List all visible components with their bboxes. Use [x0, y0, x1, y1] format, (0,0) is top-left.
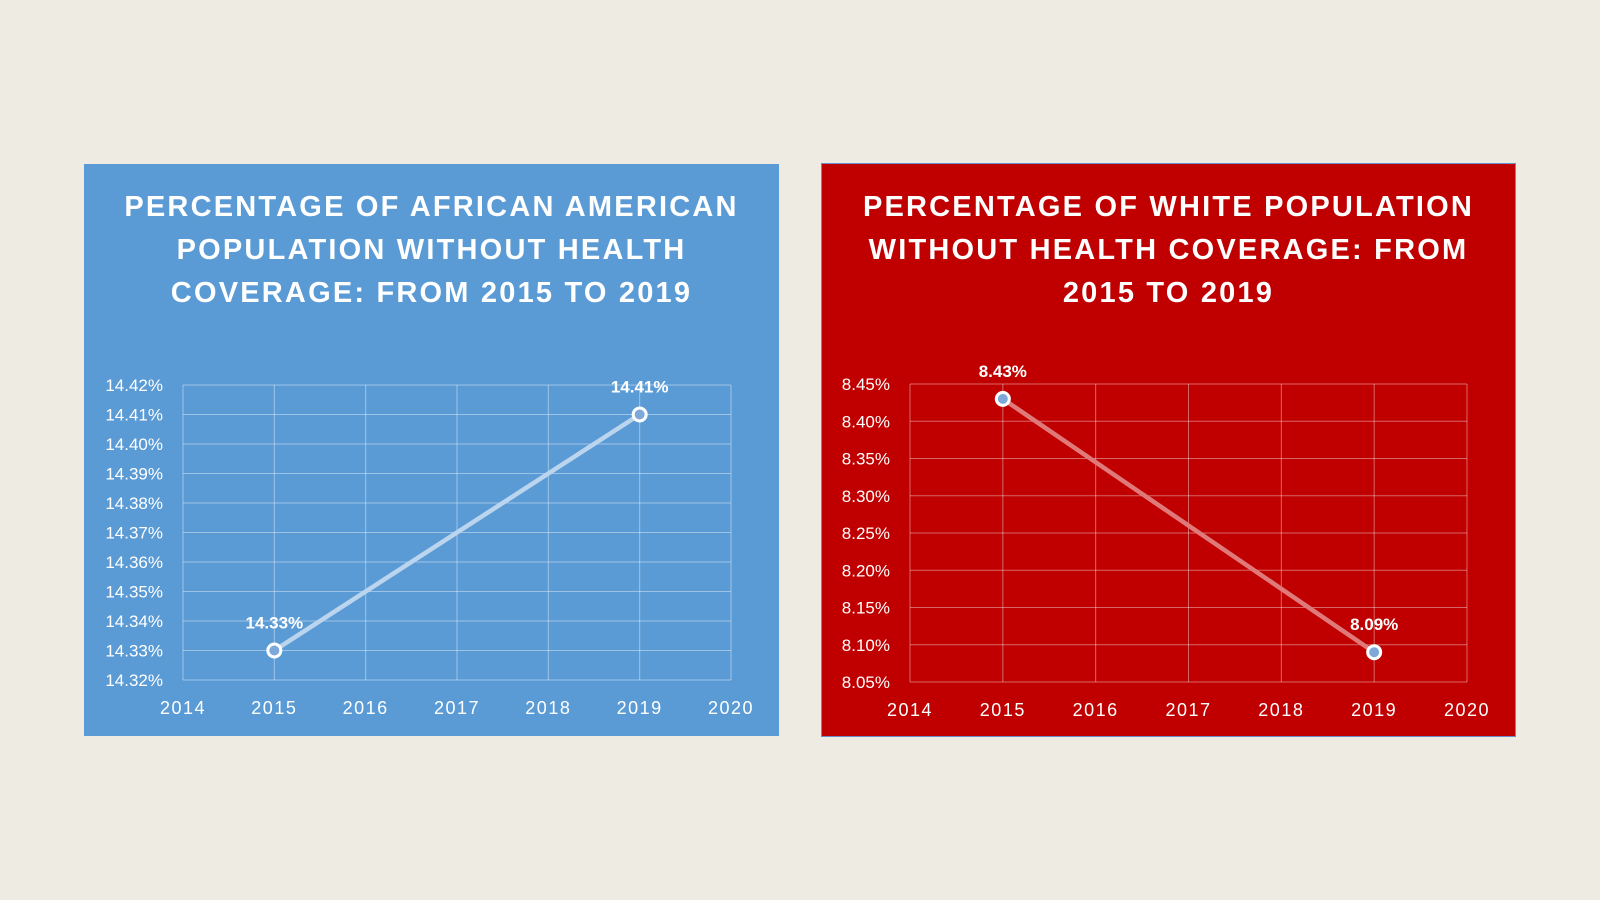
data-point — [994, 390, 1011, 407]
x-tick-label: 2014 — [160, 698, 206, 718]
y-tick-label: 14.32% — [105, 671, 163, 690]
x-tick-label: 2020 — [1444, 700, 1490, 720]
y-tick-label: 14.34% — [105, 612, 163, 631]
x-tick-label: 2016 — [1073, 700, 1119, 720]
x-tick-label: 2018 — [525, 698, 571, 718]
y-tick-label: 8.25% — [842, 524, 890, 543]
data-label: 14.41% — [611, 378, 669, 397]
y-tick-label: 14.35% — [105, 583, 163, 602]
chart-title: PERCENTAGE OF WHITE POPULATION WITHOUT H… — [862, 191, 1475, 309]
y-tick-label: 14.33% — [105, 642, 163, 661]
y-tick-label: 14.40% — [105, 435, 163, 454]
data-point — [1366, 644, 1383, 661]
y-tick-label: 8.30% — [842, 487, 890, 506]
y-tick-label: 8.40% — [842, 412, 890, 431]
data-label: 14.33% — [245, 614, 303, 633]
y-tick-label: 14.36% — [105, 553, 163, 572]
x-tick-label: 2019 — [617, 698, 663, 718]
y-tick-label: 14.38% — [105, 494, 163, 513]
x-tick-label: 2019 — [1351, 700, 1397, 720]
x-tick-label: 2015 — [980, 700, 1026, 720]
data-label: 8.43% — [979, 362, 1027, 381]
y-tick-label: 8.05% — [842, 673, 890, 692]
x-tick-label: 2016 — [343, 698, 389, 718]
y-tick-label: 14.37% — [105, 524, 163, 543]
x-tick-label: 2015 — [251, 698, 297, 718]
data-label: 8.09% — [1350, 615, 1398, 634]
line-chart-african-american: 14.32% 14.33% 14.34% 14.35% 14.36% 14.37% 14.3… — [105, 376, 754, 718]
data-point — [266, 642, 283, 659]
line-chart-white: 8.05% 8.10% 8.15% 8.20% 8.25% 8.30% 8.35% 8.40%… — [842, 362, 1490, 720]
data-point — [631, 406, 648, 423]
y-tick-label: 14.42% — [105, 376, 163, 395]
x-tick-label: 2014 — [887, 700, 933, 720]
y-tick-label: 8.45% — [842, 375, 890, 394]
y-tick-label: 8.20% — [842, 561, 890, 580]
y-tick-label: 8.10% — [842, 636, 890, 655]
y-tick-label: 8.15% — [842, 599, 890, 618]
x-tick-label: 2017 — [1165, 700, 1211, 720]
chart-title: PERCENTAGE OF AFRICAN AMERICAN POPULATIO… — [124, 191, 739, 309]
x-tick-label: 2017 — [434, 698, 480, 718]
y-tick-label: 14.41% — [105, 406, 163, 425]
x-tick-label: 2020 — [708, 698, 754, 718]
x-tick-label: 2018 — [1258, 700, 1304, 720]
chart-panel-white: PERCENTAGE OF WHITE POPULATION WITHOUT H… — [821, 163, 1516, 737]
chart-panel-african-american: PERCENTAGE OF AFRICAN AMERICAN POPULATIO… — [84, 164, 779, 736]
series-line — [1000, 396, 1377, 655]
series-line — [272, 412, 642, 653]
y-tick-label: 8.35% — [842, 450, 890, 469]
y-tick-label: 14.39% — [105, 465, 163, 484]
